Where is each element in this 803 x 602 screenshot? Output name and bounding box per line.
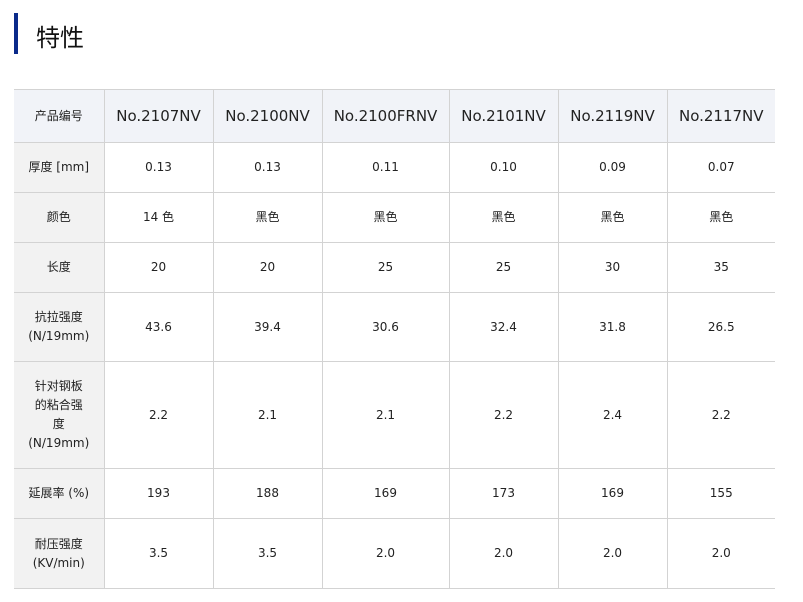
properties-table: 产品编号 No.2107NV No.2100NV No.2100FRNV No.2101… xyxy=(14,89,775,589)
table-cell: 155 xyxy=(666,468,775,519)
table-row: 颜色 14 色黑色 黑色 黑色 黑色 黑色 xyxy=(14,192,775,243)
row-label: 延展率 (%) xyxy=(14,468,105,519)
table-cell: 26.5 xyxy=(666,292,775,362)
row-label-line: 颜色 xyxy=(46,210,71,224)
row-label-line: 抗拉强度 xyxy=(34,310,83,324)
row-label: 针对钢板的粘合强度 (N/19mm) xyxy=(14,361,105,469)
row-label-line: 针对钢板 xyxy=(34,379,83,393)
table-cell: 2.1 xyxy=(212,361,323,469)
table-cell: 32.4 xyxy=(448,292,559,362)
table-cell: 2.0 xyxy=(448,518,559,589)
row-label-line: 耐压强度 xyxy=(34,536,83,551)
header-product: No.2117NV xyxy=(666,89,775,143)
header-product: No.2100NV xyxy=(212,89,323,143)
table-cell: 25 xyxy=(448,242,559,293)
table-row: 耐压强度 (KV/min) 3.5 3.5 2.0 2.0 2.0 2.0 xyxy=(14,518,775,589)
table-cell: 0.13 xyxy=(103,142,214,193)
row-label-line: 度 xyxy=(52,417,65,431)
table-cell: 2.0 xyxy=(321,518,450,589)
table-cell: 3.5 xyxy=(212,518,323,589)
table-cell: 35 xyxy=(666,242,775,293)
table-cell: 43.6 xyxy=(103,292,214,362)
table-cell: 黑色 xyxy=(666,192,775,243)
header-product: No.2107NV xyxy=(103,89,214,143)
table-cell: 14 色 xyxy=(103,192,214,243)
row-label: 颜色 xyxy=(14,192,105,243)
table-cell: 黑色 xyxy=(557,192,668,243)
row-label-line: (N/19mm) xyxy=(28,329,90,343)
row-label-line: (KV/min) xyxy=(32,555,85,570)
table-cell: 2.2 xyxy=(103,361,214,469)
table-cell: 0.09 xyxy=(557,142,668,193)
table-cell: 2.0 xyxy=(557,518,668,589)
header-product: No.2100FRNV xyxy=(321,89,450,143)
table-cell: 20 xyxy=(103,242,214,293)
table-cell: 30.6 xyxy=(321,292,450,362)
header-product: No.2119NV xyxy=(557,89,668,143)
table-cell: 31.8 xyxy=(557,292,668,362)
table-cell: 2.1 xyxy=(321,361,450,469)
table-header-row: 产品编号 No.2107NV No.2100NV No.2100FRNV No.2101… xyxy=(14,89,775,143)
row-label: 厚度 [mm] xyxy=(14,142,105,193)
row-label: 耐压强度 (KV/min) xyxy=(14,518,105,589)
section-title-bar: 特性 xyxy=(14,13,84,54)
table-cell: 169 xyxy=(321,468,450,519)
row-label: 长度 xyxy=(14,242,105,293)
row-label: 抗拉强度 (N/19mm) xyxy=(14,292,105,362)
table-cell: 188 xyxy=(212,468,323,519)
table-cell: 20 xyxy=(212,242,323,293)
table-cell: 169 xyxy=(557,468,668,519)
row-label-line: 长度 xyxy=(46,260,71,274)
table-row: 长度 20 20 25 25 30 35 xyxy=(14,242,775,293)
table-cell: 0.13 xyxy=(212,142,323,193)
table-cell: 2.0 xyxy=(666,518,775,589)
table-cell: 2.2 xyxy=(448,361,559,469)
table-cell: 25 xyxy=(321,242,450,293)
table-row: 抗拉强度 (N/19mm) 43.6 39.4 30.6 32.4 31.8 26.5 xyxy=(14,292,775,362)
table-cell: 193 xyxy=(103,468,214,519)
table-cell: 黑色 xyxy=(321,192,450,243)
table-cell: 2.2 xyxy=(666,361,775,469)
row-label-line: (N/19mm) xyxy=(28,436,90,450)
table-cell: 3.5 xyxy=(103,518,214,589)
header-product-code: 产品编号 xyxy=(14,89,105,143)
section-title: 特性 xyxy=(36,24,84,52)
table-cell: 黑色 xyxy=(212,192,323,243)
row-label-line: 厚度 [mm] xyxy=(28,160,90,174)
table-cell: 黑色 xyxy=(448,192,559,243)
table-cell: 2.4 xyxy=(557,361,668,469)
table-cell: 0.10 xyxy=(448,142,559,193)
table-cell: 173 xyxy=(448,468,559,519)
table-cell: 30 xyxy=(557,242,668,293)
table-row: 延展率 (%) 193 188 169 173 169 155 xyxy=(14,468,775,519)
row-label-line: 延展率 (%) xyxy=(28,486,90,500)
table-row: 针对钢板 的粘合强度 (N/19mm) 2.2 2.1 2.1 2.2 2.4 2.2 xyxy=(14,361,775,469)
table-row: 厚度 [mm] 0.13 0.13 0.11 0.10 0.09 0.07 xyxy=(14,142,775,193)
table-cell: 39.4 xyxy=(212,292,323,362)
header-product: No.2101NV xyxy=(448,89,559,143)
table-cell: 0.07 xyxy=(666,142,775,193)
row-label-line: 的粘合强 xyxy=(34,398,83,412)
table-cell: 0.11 xyxy=(321,142,450,193)
